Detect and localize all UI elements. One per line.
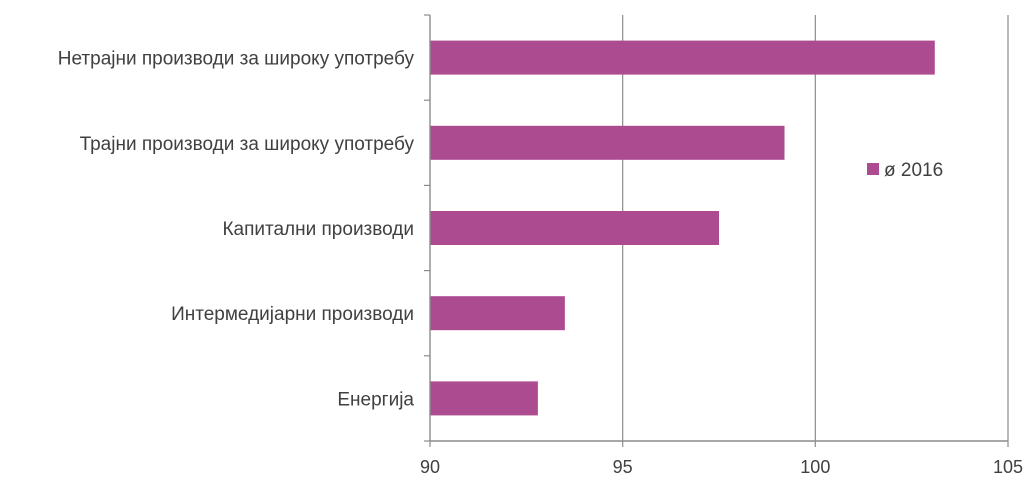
category-label: Нетрајни производи за широку употребу: [58, 49, 415, 70]
category-label: Капитални производи: [222, 219, 414, 240]
bar: [430, 125, 785, 160]
bar: [430, 381, 538, 416]
axes: [424, 14, 1009, 447]
bar: [430, 296, 565, 331]
category-labels: Нетрајни производи за широку употребу Тра…: [58, 49, 415, 411]
category-label: Трајни производи за широку употребу: [80, 134, 415, 155]
bars: [430, 40, 935, 416]
bar: [430, 40, 935, 75]
x-tick-labels: 90 95 100 105: [420, 457, 1023, 477]
x-tick-label: 100: [800, 457, 830, 477]
legend: ø 2016: [867, 160, 943, 181]
bar: [430, 211, 719, 245]
x-tick-label: 105: [993, 457, 1023, 477]
x-tick-label: 95: [613, 457, 633, 477]
legend-swatch: [867, 163, 879, 175]
x-tick-label: 90: [420, 457, 440, 477]
category-label: Енергија: [337, 389, 414, 410]
legend-label: ø 2016: [884, 160, 943, 181]
category-label: Интермедијарни производи: [171, 304, 414, 325]
